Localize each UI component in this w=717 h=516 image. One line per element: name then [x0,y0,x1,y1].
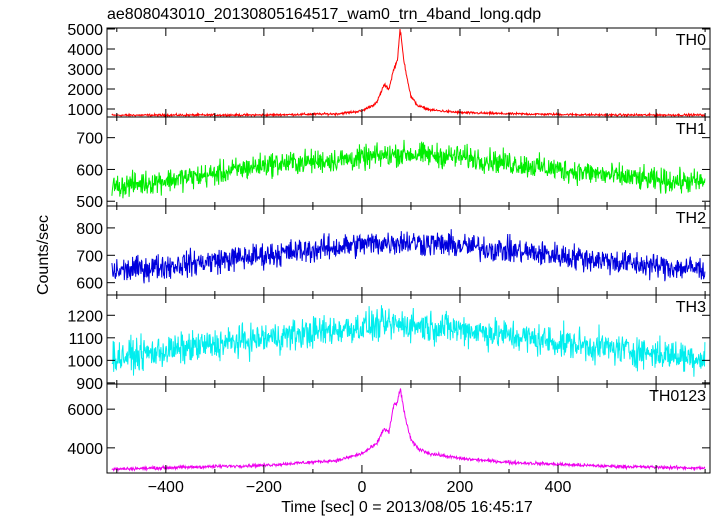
series-line-th3 [111,305,706,377]
y-tick-label: 4000 [67,441,103,458]
panel-frame-th0 [106,27,711,118]
chart-title: ae808043010_20130805164517_wam0_trn_4ban… [107,6,541,23]
x-tick-label: 400 [545,479,572,496]
y-tick-label: 3000 [67,62,103,79]
panel-frame-th3 [106,294,711,385]
y-tick-label: 700 [76,248,103,265]
panels: 10002000300040005000TH0500600700TH160070… [67,22,711,496]
y-tick-label: 1100 [69,331,104,348]
y-tick-label: 1000 [67,353,103,370]
panel-label-th0: TH0 [676,32,706,49]
y-tick-label: 4000 [67,42,103,59]
x-tick-label: −400 [148,479,184,496]
y-tick-label: 6000 [67,402,103,419]
y-tick-label: 900 [76,376,103,393]
series-line-th0123 [111,388,706,473]
series-line-th1 [111,139,706,199]
panel-label-th3: TH3 [676,299,706,316]
y-tick-label: 700 [76,131,103,148]
x-tick-label: 0 [357,479,366,496]
panel-frame-th1 [106,116,711,207]
y-tick-label: 1200 [67,308,103,325]
panel-label-th1: TH1 [676,121,706,138]
series-line-th0 [111,28,706,118]
y-tick-label: 600 [76,162,103,179]
panel-label-th0123: TH0123 [649,388,706,405]
x-tick-label: 200 [447,479,474,496]
y-tick-label: 2000 [67,82,103,99]
y-tick-label: 5000 [67,22,103,39]
series-line-th2 [111,229,706,284]
y-tick-label: 600 [76,276,103,293]
y-axis-label: Counts/sec [35,215,52,295]
panel-frame-th0123 [106,383,711,474]
y-tick-label: 800 [76,221,103,238]
x-axis-label: Time [sec] 0 = 2013/08/05 16:45:17 [281,499,533,516]
panel-label-th2: TH2 [676,210,706,227]
y-tick-label: 500 [76,194,103,211]
x-tick-label: −200 [246,479,282,496]
y-tick-label: 1000 [67,102,103,119]
